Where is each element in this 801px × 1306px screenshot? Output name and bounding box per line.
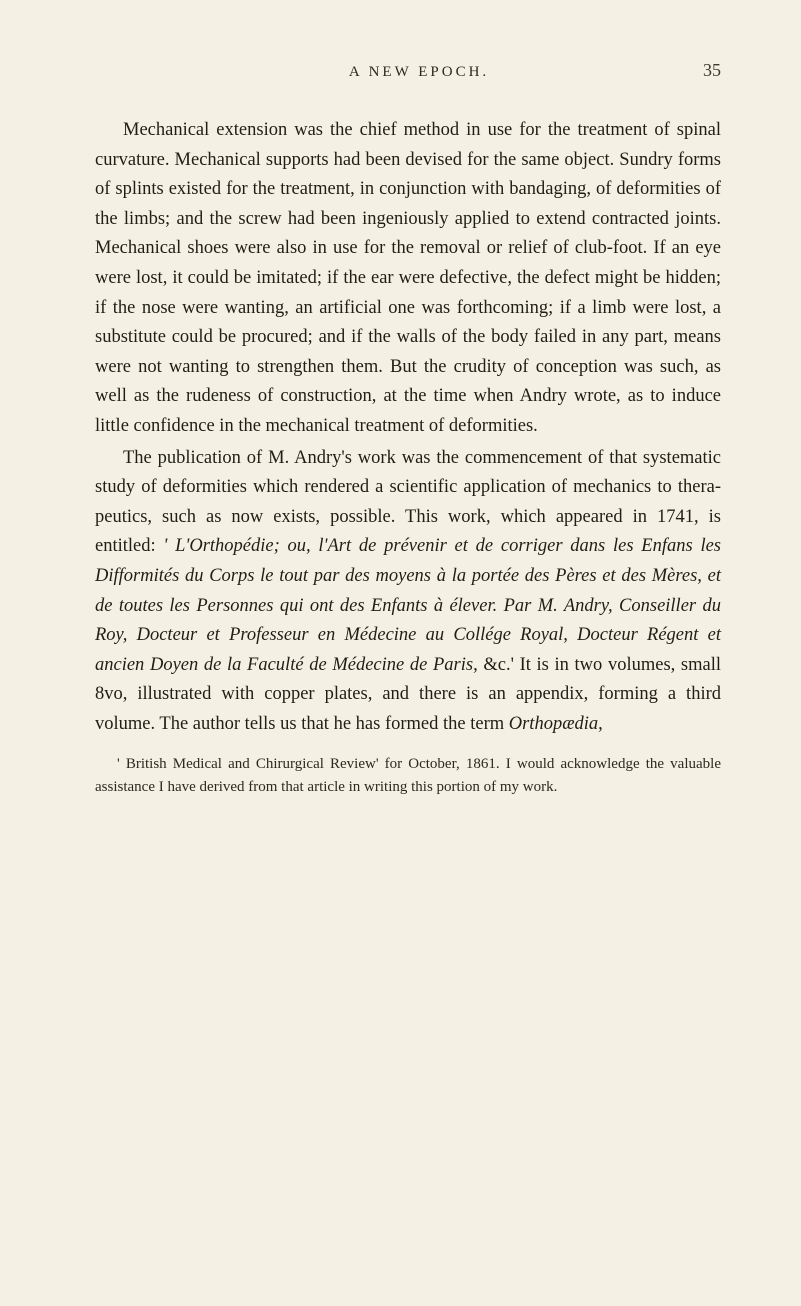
page-header: A NEW EPOCH. 35 xyxy=(95,60,721,81)
body-text: Mechanical extension was the chief metho… xyxy=(95,116,721,739)
page-container: A NEW EPOCH. 35 Mechanical extension was… xyxy=(0,0,801,858)
p2-italic-term: Orthopædia, xyxy=(509,714,603,734)
paragraph-1: Mechanical extension was the chief metho… xyxy=(95,116,721,442)
running-title: A NEW EPOCH. xyxy=(135,64,703,81)
page-number: 35 xyxy=(703,60,721,81)
footnote: ' British Medical and Chirurgical Review… xyxy=(95,753,721,798)
paragraph-2: The publication of M. Andry's work was t… xyxy=(95,444,721,740)
